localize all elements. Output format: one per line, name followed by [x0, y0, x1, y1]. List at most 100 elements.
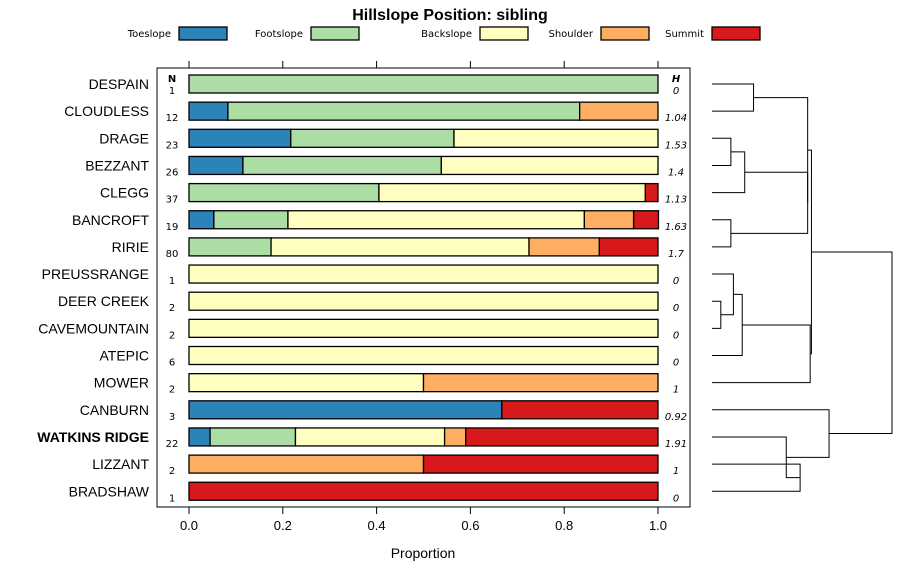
bar-lizzant-summit: [422, 454, 659, 474]
bar-clegg-summit: [644, 182, 659, 203]
bar-bradshaw-summit: [188, 481, 659, 501]
row-label-clegg: CLEGG: [100, 185, 149, 201]
n-value-drage: 23: [166, 140, 179, 151]
h-value-cavemountain: 0: [673, 330, 679, 341]
dendrogram-merge-13: [712, 409, 830, 458]
h-value-bezzant: 1.4: [668, 167, 684, 178]
legend-label-footslope: Footslope: [255, 29, 303, 40]
bar-drage-footslope: [290, 128, 455, 148]
bar-clegg-footslope: [188, 182, 380, 203]
bar-ririe-shoulder: [528, 237, 601, 257]
bar-drage-toeslope: [188, 128, 292, 148]
legend-swatch-summit: [711, 26, 761, 41]
row-label-lizzant: LIZZANT: [92, 456, 149, 472]
n-value-despain: 1: [169, 86, 175, 97]
x-axis-label: Proportion: [391, 545, 456, 561]
row-label-cloudless: CLOUDLESS: [64, 103, 149, 119]
dendrogram-merge-10: [807, 149, 812, 355]
bar-mower-backslope: [188, 372, 425, 393]
bar-preussrange-backslope: [188, 264, 659, 284]
bar-bancroft-shoulder: [583, 210, 635, 230]
chart-title: Hillslope Position: sibling: [352, 7, 548, 24]
bar-canburn-summit: [501, 400, 659, 420]
row-label-despain: DESPAIN: [89, 76, 149, 92]
n-value-preussrange: 1: [169, 276, 175, 287]
n-column-header: N: [168, 74, 176, 85]
bar-watkins-ridge-shoulder: [443, 427, 467, 447]
dendrogram-merge-6: [712, 300, 722, 329]
dendrogram-merge-0: [712, 83, 755, 112]
n-value-bradshaw: 1: [169, 493, 175, 504]
bar-bancroft-backslope: [287, 210, 586, 230]
bar-watkins-ridge-footslope: [209, 427, 297, 447]
bar-canburn-toeslope: [188, 400, 503, 420]
h-values: 0 1.04 1.53 1.4 1.13 1.63 1.7 0 0 0 0 1 0.92 1.91 1 0: [665, 86, 687, 504]
bar-mower-shoulder: [422, 372, 659, 393]
dendrogram-merge-11: [712, 463, 801, 492]
dendrogram-merge-5: [753, 97, 809, 203]
h-value-ririe: 1.7: [668, 249, 685, 260]
bar-ririe-backslope: [270, 237, 530, 257]
x-tick-label-1: 0.2: [274, 518, 292, 533]
legend: Toeslope Footslope Backslope Shoulder Summit: [127, 26, 761, 41]
n-value-bezzant: 26: [166, 167, 179, 178]
row-label-ririe: RIRIE: [112, 239, 149, 255]
row-labels: DESPAIN CLOUDLESS DRAGE BEZZANT CLEGG BANCROF…: [37, 76, 150, 499]
row-label-deer-creek: DEER CREEK: [58, 293, 150, 309]
h-value-atepic: 0: [673, 358, 679, 369]
legend-label-toeslope: Toeslope: [127, 29, 171, 40]
dendrogram-merge-2: [712, 219, 732, 248]
bar-ririe-summit: [598, 237, 659, 257]
bar-atepic-backslope: [188, 345, 659, 366]
dendrogram-merge-3: [712, 151, 746, 194]
row-label-mower: MOWER: [94, 375, 149, 391]
legend-swatch-backslope: [479, 26, 529, 41]
bar-despain-footslope: [188, 74, 659, 94]
n-value-lizzant: 2: [169, 466, 175, 477]
bar-watkins-ridge-toeslope: [188, 427, 211, 447]
row-label-atepic: ATEPIC: [99, 348, 149, 364]
h-value-lizzant: 1: [673, 466, 679, 477]
h-column-header: H: [672, 74, 681, 85]
bars-group: [188, 74, 660, 501]
bar-bancroft-toeslope: [188, 210, 215, 230]
x-axis: 0.0 0.2 0.4 0.6 0.8 1.0: [180, 61, 667, 533]
bar-cloudless-footslope: [227, 101, 581, 121]
n-value-watkins-ridge: 22: [166, 439, 179, 450]
h-value-watkins-ridge: 1.91: [665, 439, 687, 450]
dendrogram-merge-4: [730, 171, 809, 234]
row-label-bezzant: BEZZANT: [85, 157, 149, 173]
row-label-watkins-ridge: WATKINS RIDGE: [37, 429, 149, 445]
plot-panel: [156, 67, 691, 508]
legend-swatch-footslope: [310, 26, 360, 41]
x-tick-label-4: 0.8: [555, 518, 573, 533]
h-value-bancroft: 1.63: [665, 222, 687, 233]
n-value-cavemountain: 2: [169, 330, 175, 341]
legend-label-backslope: Backslope: [421, 29, 472, 40]
h-value-bradshaw: 0: [673, 493, 679, 504]
h-value-drage: 1.53: [665, 140, 687, 151]
n-value-atepic: 6: [169, 358, 175, 369]
bar-bancroft-summit: [632, 210, 660, 230]
legend-label-summit: Summit: [665, 29, 704, 40]
x-tick-label-5: 1.0: [649, 518, 667, 533]
n-value-canburn: 3: [169, 412, 175, 423]
row-label-bradshaw: BRADSHAW: [69, 483, 150, 499]
dendrogram-merge-7: [712, 273, 734, 316]
bar-drage-backslope: [453, 128, 659, 148]
bar-clegg-backslope: [378, 182, 646, 203]
n-value-deer-creek: 2: [169, 303, 175, 314]
h-value-despain: 0: [673, 86, 679, 97]
bar-deer-creek-backslope: [188, 291, 659, 311]
h-value-clegg: 1.13: [665, 195, 687, 206]
h-value-canburn: 0.92: [665, 412, 687, 423]
bar-cavemountain-backslope: [188, 318, 659, 339]
legend-swatch-shoulder: [600, 26, 650, 41]
h-value-mower: 1: [673, 385, 679, 396]
x-tick-label-2: 0.4: [368, 518, 386, 533]
h-value-deer-creek: 0: [673, 303, 679, 314]
bar-bezzant-backslope: [440, 155, 659, 176]
dendrogram-merge-14: [811, 251, 893, 435]
bar-cloudless-toeslope: [188, 101, 229, 121]
